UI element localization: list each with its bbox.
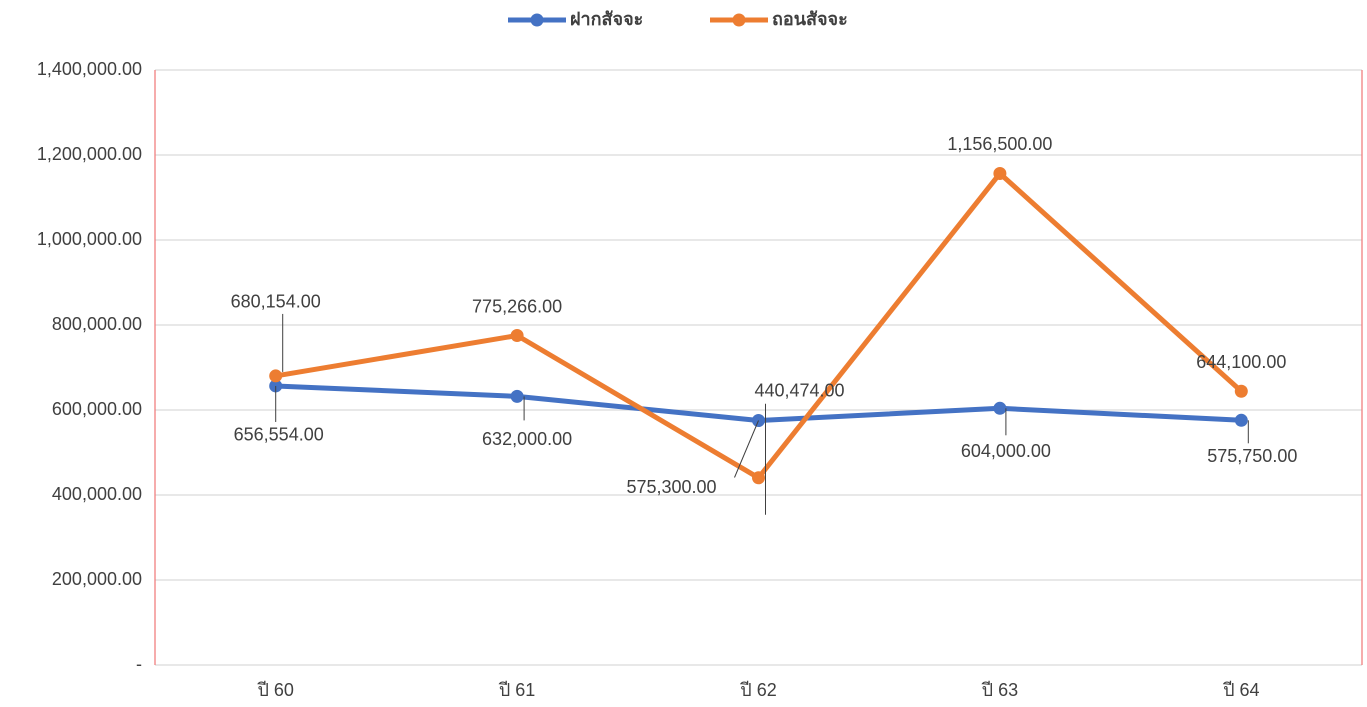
y-tick-label: 400,000.00 <box>52 484 142 504</box>
legend-label: ฝากสัจจะ <box>570 9 643 29</box>
data-label: 1,156,500.00 <box>947 134 1052 154</box>
x-tick-label: ปี 60 <box>257 680 294 700</box>
legend-label: ถอนสัจจะ <box>772 9 848 29</box>
y-tick-label: 600,000.00 <box>52 399 142 419</box>
data-label: 604,000.00 <box>961 441 1051 461</box>
data-point <box>1234 413 1248 427</box>
data-label: 632,000.00 <box>482 429 572 449</box>
data-point <box>269 369 283 383</box>
data-label: 440,474.00 <box>754 381 844 401</box>
x-tick-label: ปี 62 <box>740 680 777 700</box>
y-tick-label: 1,400,000.00 <box>37 59 142 79</box>
data-label: 656,554.00 <box>234 425 324 445</box>
y-tick-label: 1,000,000.00 <box>37 229 142 249</box>
y-tick-label: - <box>136 654 142 674</box>
y-tick-label: 800,000.00 <box>52 314 142 334</box>
data-point <box>1234 384 1248 398</box>
y-tick-label: 200,000.00 <box>52 569 142 589</box>
data-point <box>993 166 1007 180</box>
x-tick-label: ปี 61 <box>499 680 536 700</box>
data-label: 775,266.00 <box>472 296 562 316</box>
data-point <box>510 389 524 403</box>
data-point <box>993 401 1007 415</box>
data-point <box>510 329 524 343</box>
legend-marker <box>732 13 746 27</box>
y-tick-label: 1,200,000.00 <box>37 144 142 164</box>
data-label: 644,100.00 <box>1196 352 1286 372</box>
data-point <box>752 471 765 485</box>
data-label: 680,154.00 <box>231 292 321 312</box>
leader-line <box>734 420 759 478</box>
data-label: 575,750.00 <box>1207 446 1297 466</box>
x-tick-label: ปี 64 <box>1223 680 1260 700</box>
data-label: 575,300.00 <box>626 477 716 497</box>
x-tick-label: ปี 63 <box>981 680 1018 700</box>
legend-marker <box>530 13 544 27</box>
